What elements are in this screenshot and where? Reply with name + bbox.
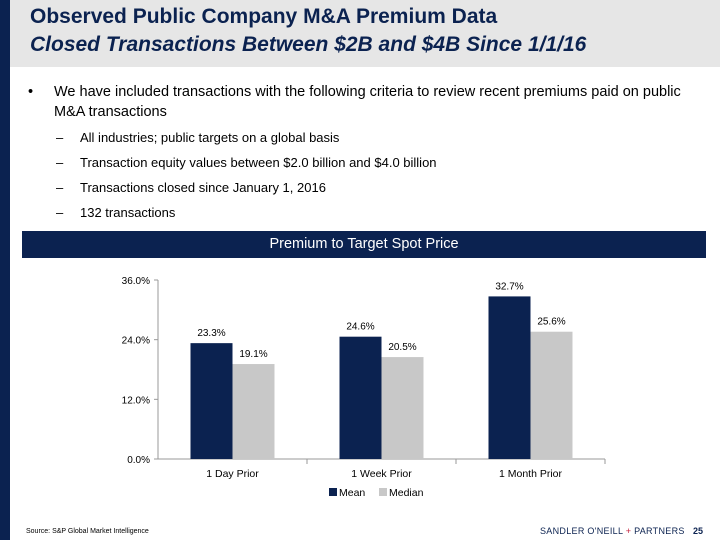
- data-label: 19.1%: [239, 349, 267, 360]
- page-subtitle: Closed Transactions Between $2B and $4B …: [30, 33, 587, 56]
- bar-median: [232, 364, 275, 459]
- sub-bullet-text: Transaction equity values between $2.0 b…: [80, 155, 437, 170]
- x-tick-label: 1 Week Prior: [351, 468, 412, 480]
- source-note: Source: S&P Global Market Intelligence: [26, 528, 149, 535]
- header: Observed Public Company M&A Premium Data…: [10, 0, 720, 67]
- bullet-main: • We have included transactions with the…: [26, 82, 706, 122]
- premium-bar-chart: 0.0% 12.0% 24.0% 36.0% 1 Day Prior 23.3% 19.1%…: [122, 276, 606, 499]
- brand-name-right: PARTNERS: [634, 526, 685, 536]
- brand-name-left: SANDLER O'NEILL: [540, 526, 623, 536]
- criteria-list: • We have included transactions with the…: [26, 82, 706, 222]
- legend-swatch-mean: [329, 488, 337, 496]
- bar-mean: [488, 296, 531, 459]
- x-tick-label: 1 Day Prior: [206, 468, 259, 480]
- data-label: 24.6%: [346, 322, 374, 333]
- sub-bullet-text: All industries; public targets on a glob…: [80, 130, 340, 145]
- y-tick-label: 24.0%: [122, 336, 150, 347]
- left-accent-bar: [0, 0, 10, 540]
- sub-bullet-text: 132 transactions: [80, 205, 176, 220]
- x-tick-label: 1 Month Prior: [499, 468, 563, 480]
- sub-bullet: – All industries; public targets on a gl…: [26, 129, 706, 147]
- data-label: 23.3%: [197, 328, 225, 339]
- sub-bullet: – 132 transactions: [26, 204, 706, 222]
- y-tick-label: 12.0%: [122, 395, 150, 406]
- bar-mean: [339, 336, 382, 459]
- brand-logo: SANDLER O'NEILL + PARTNERS: [540, 526, 685, 536]
- data-label: 32.7%: [495, 281, 523, 292]
- sub-bullet: – Transactions closed since January 1, 2…: [26, 179, 706, 197]
- y-tick-label: 0.0%: [127, 455, 150, 466]
- sub-bullet: – Transaction equity values between $2.0…: [26, 154, 706, 172]
- dash-icon: –: [56, 130, 64, 145]
- legend-label-median: Median: [389, 487, 424, 499]
- y-tick-label: 36.0%: [122, 276, 150, 287]
- dash-icon: –: [56, 205, 64, 220]
- bullet-main-text: We have included transactions with the f…: [54, 84, 681, 120]
- legend-label-mean: Mean: [339, 487, 365, 499]
- legend-swatch-median: [379, 488, 387, 496]
- page-title: Observed Public Company M&A Premium Data: [30, 5, 498, 28]
- page-number: 25: [693, 526, 704, 536]
- bullet-icon: •: [28, 84, 34, 100]
- bar-median: [530, 331, 573, 459]
- data-label: 25.6%: [537, 317, 565, 328]
- bar-median: [381, 357, 424, 459]
- brand-plus: +: [625, 526, 632, 536]
- sub-bullet-text: Transactions closed since January 1, 201…: [80, 180, 326, 195]
- chart-title-banner: Premium to Target Spot Price: [22, 231, 706, 258]
- dash-icon: –: [56, 155, 64, 170]
- data-label: 20.5%: [388, 342, 416, 353]
- dash-icon: –: [56, 180, 64, 195]
- bar-mean: [190, 343, 233, 459]
